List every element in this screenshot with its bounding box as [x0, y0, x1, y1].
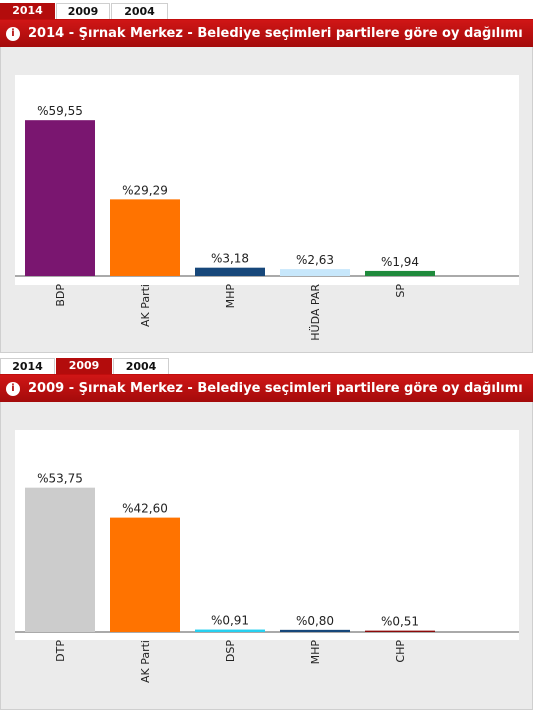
data-label: %53,75: [37, 472, 83, 486]
chart-panel-2009: 2014 2009 2004 i 2009 - Şırnak Merkez - …: [0, 358, 535, 710]
tab-2009[interactable]: 2009: [56, 358, 112, 374]
bar-chart: %53,75 DTP %42,60 AK Parti %0,91 DSP %0,80 MHP%…: [15, 430, 519, 683]
data-label: %0,91: [211, 614, 249, 628]
category-label: MHP: [224, 284, 237, 309]
bar[interactable]: [25, 487, 95, 632]
data-label: %29,29: [122, 183, 168, 197]
data-label: %2,63: [296, 253, 334, 267]
tab-2009[interactable]: 2009: [56, 3, 110, 19]
bar[interactable]: [195, 629, 265, 632]
year-tabs: 2014 2009 2004: [0, 358, 535, 374]
chart-title: 2014 - Şırnak Merkez - Belediye seçimler…: [28, 26, 523, 41]
bar[interactable]: [280, 629, 350, 632]
tab-2014[interactable]: 2014: [0, 3, 55, 19]
tab-2004[interactable]: 2004: [111, 3, 168, 19]
bar-chart: %59,55 BDP %29,29 AK Parti %3,18 MHP %2,63 HÜDA…: [15, 75, 519, 341]
data-label: %42,60: [122, 502, 168, 516]
bar[interactable]: [365, 270, 435, 276]
category-label: BDP: [54, 284, 67, 307]
bar[interactable]: [110, 517, 180, 632]
bar[interactable]: [280, 269, 350, 276]
chart-title-bar: i 2014 - Şırnak Merkez - Belediye seçiml…: [0, 19, 533, 48]
data-label: %0,51: [381, 615, 419, 629]
category-label: AK Parti: [139, 284, 152, 327]
chart-title-bar: i 2009 - Şırnak Merkez - Belediye seçiml…: [0, 374, 533, 403]
year-tabs: 2014 2009 2004: [0, 3, 535, 19]
tab-2014[interactable]: 2014: [0, 358, 55, 374]
category-label: DSP: [224, 640, 237, 662]
data-label: %59,55: [37, 104, 83, 118]
chart-panel-2014: 2014 2009 2004 i 2014 - Şırnak Merkez - …: [0, 3, 535, 353]
tab-2004[interactable]: 2004: [113, 358, 169, 374]
category-label: MHP: [309, 640, 322, 665]
category-label: DTP: [54, 640, 67, 662]
data-label: %1,94: [381, 255, 419, 269]
category-label: SP: [394, 284, 407, 298]
chart-frame: %53,75 DTP %42,60 AK Parti %0,91 DSP %0,80 MHP%…: [0, 402, 533, 710]
chart-title: 2009 - Şırnak Merkez - Belediye seçimler…: [28, 381, 523, 396]
bar[interactable]: [110, 199, 180, 276]
chart-frame: %59,55 BDP %29,29 AK Parti %3,18 MHP %2,63 HÜDA…: [0, 47, 533, 353]
bar[interactable]: [195, 267, 265, 276]
data-label: %0,80: [296, 614, 334, 628]
bar[interactable]: [25, 120, 95, 277]
info-icon[interactable]: i: [6, 27, 20, 41]
bar[interactable]: [365, 630, 435, 632]
category-label: CHP: [394, 640, 407, 663]
plot-area: [15, 430, 519, 640]
data-label: %3,18: [211, 252, 249, 266]
info-icon[interactable]: i: [6, 382, 20, 396]
plot-area: [15, 75, 519, 285]
category-label: HÜDA PAR: [309, 284, 322, 341]
category-label: AK Parti: [139, 640, 152, 683]
